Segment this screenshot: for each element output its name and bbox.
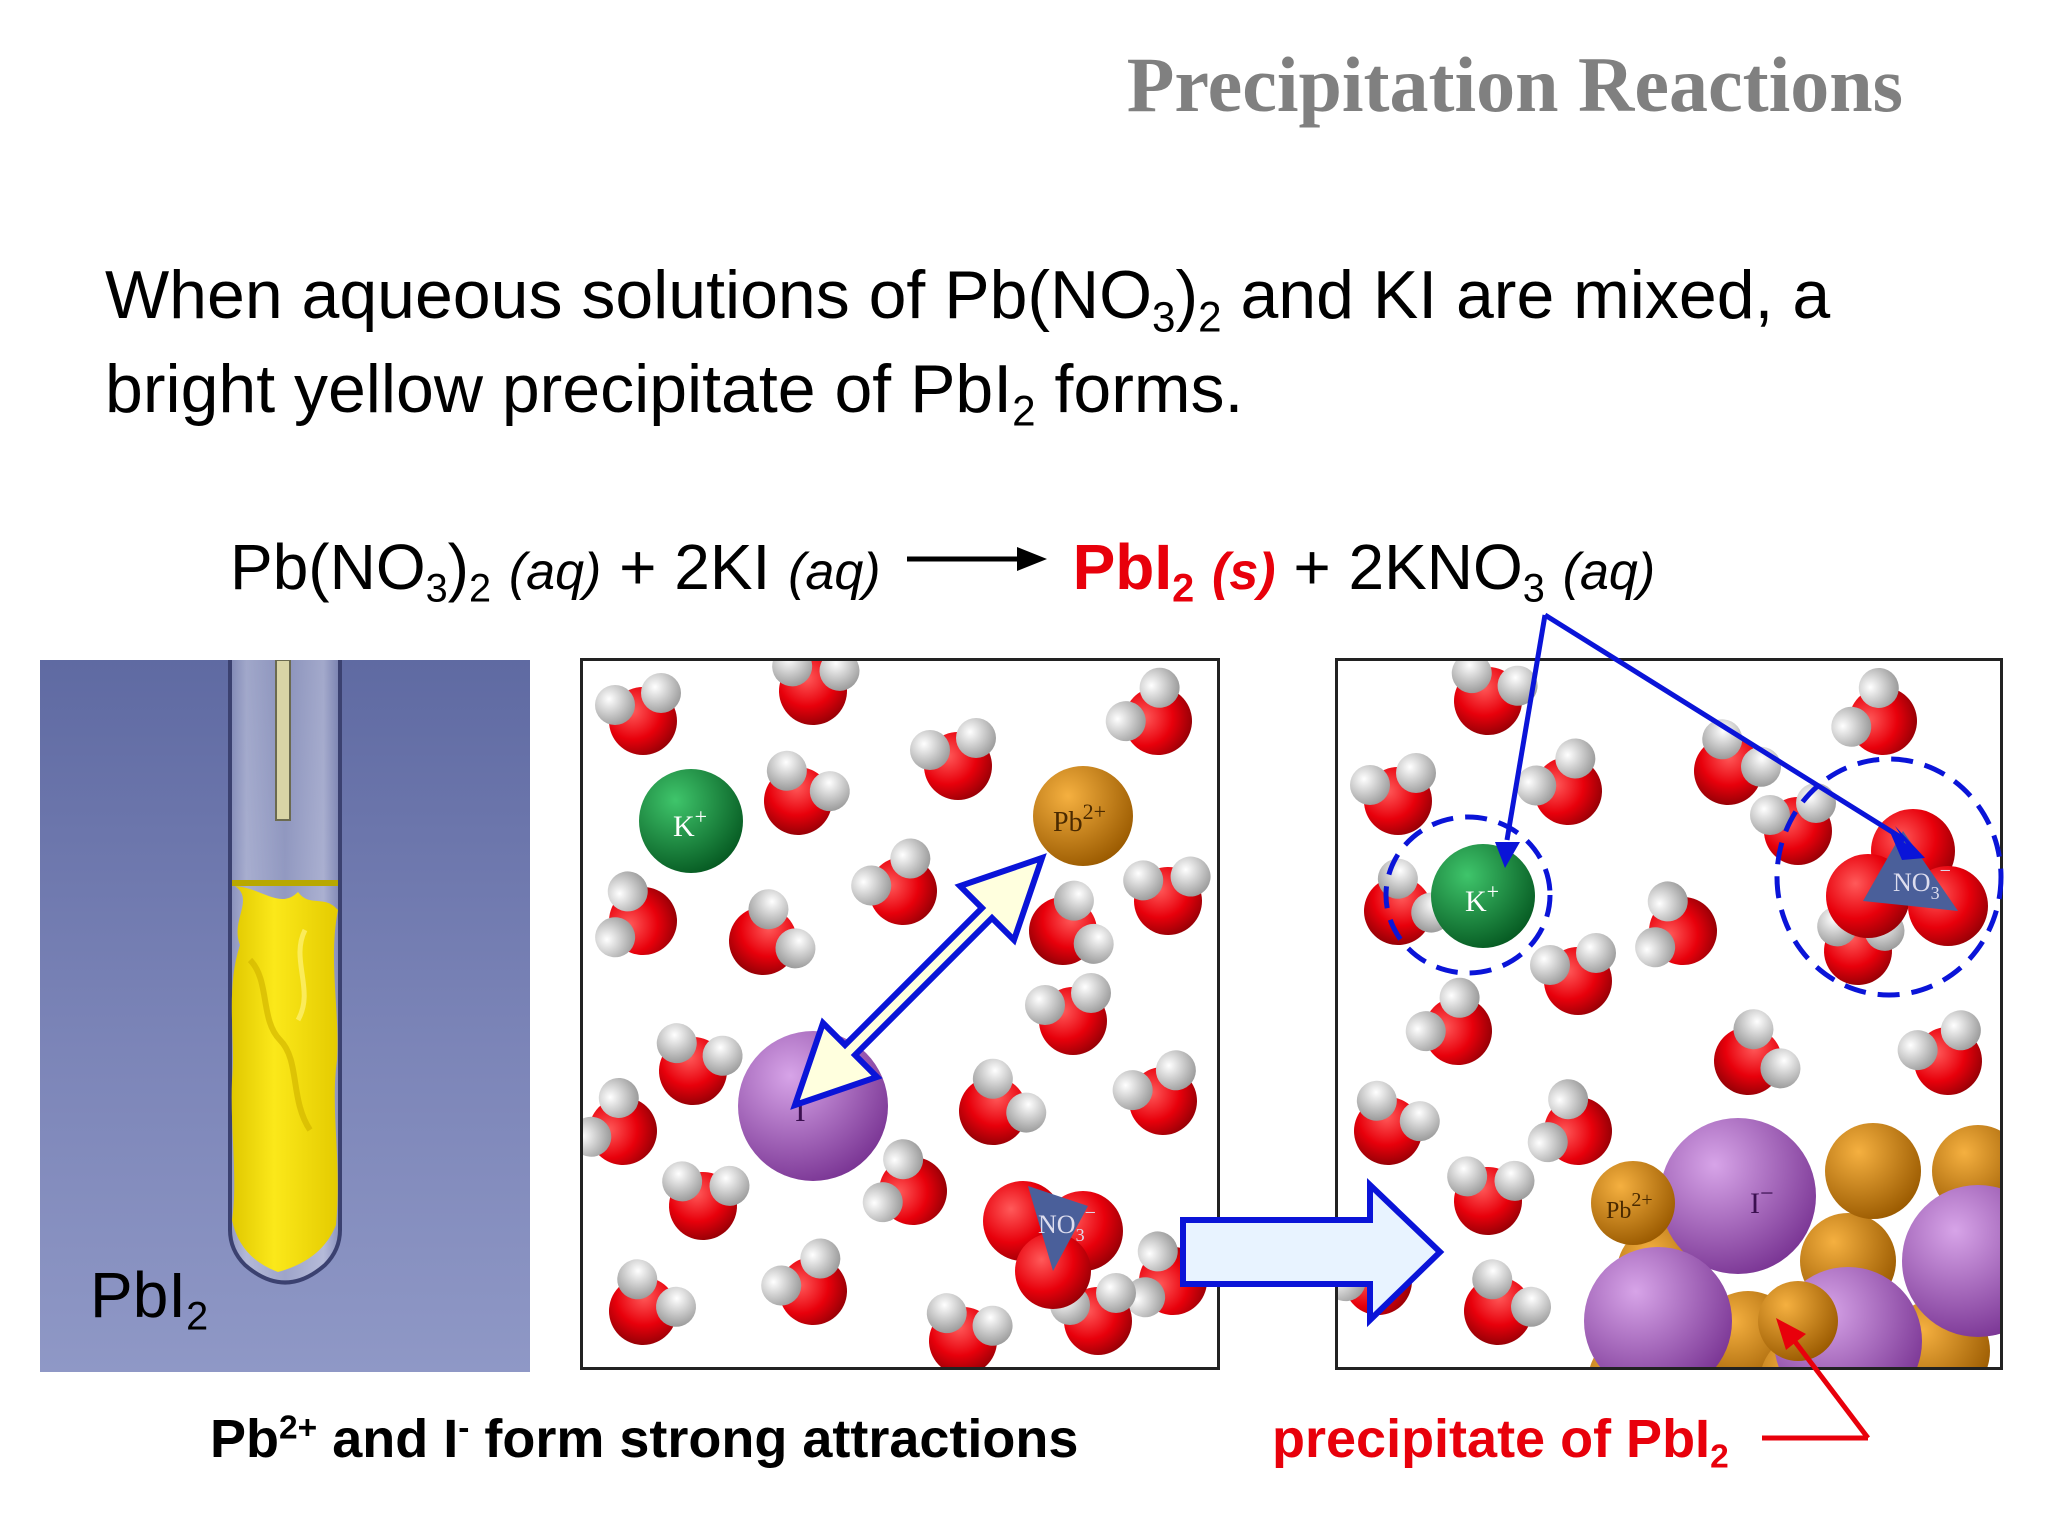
potassium-ion bbox=[639, 769, 743, 873]
ions-in-solution-diagram: K+ Pb2+ I− NO3− bbox=[583, 661, 1217, 1367]
svg-text:I−: I− bbox=[1750, 1181, 1774, 1220]
reactant-potassium-iodide: 2KI bbox=[674, 531, 771, 603]
plus-sign-2: + bbox=[1293, 531, 1331, 603]
slide-title: Precipitation Reactions bbox=[1126, 41, 1903, 128]
lead-ion bbox=[1033, 766, 1133, 866]
lead-iodide-lattice: Pb2+ I− bbox=[1584, 1118, 2000, 1367]
svg-text:K+: K+ bbox=[673, 804, 707, 843]
photo-label: PbI2 bbox=[90, 1259, 209, 1339]
state-aq-3: (aq) bbox=[1562, 543, 1656, 601]
precipitate-caption: precipitate of PbI2 bbox=[1272, 1409, 1729, 1476]
state-aq-1: (aq) bbox=[508, 543, 602, 601]
reaction-arrow-icon bbox=[906, 547, 1047, 589]
nitrate-ion: NO3− bbox=[1826, 809, 1988, 946]
svg-text:Pb2+: Pb2+ bbox=[1053, 799, 1106, 838]
attraction-caption: Pb2+ and I- form strong attractions bbox=[210, 1409, 1079, 1469]
solution-box-before: K+ Pb2+ I− NO3− bbox=[580, 658, 1220, 1370]
intro-line-1: When aqueous solutions of Pb(NO3)2 and K… bbox=[105, 257, 1831, 341]
nitrate-ion: NO3− bbox=[983, 1181, 1123, 1309]
reaction-equation: Pb(NO3)2 (aq) + 2KI (aq) PbI2 (s) + 2KNO… bbox=[230, 530, 1656, 611]
intro-text: When aqueous solutions of Pb(NO3)2 and K… bbox=[105, 248, 1985, 436]
product-lead-iodide: PbI2 (s) bbox=[1072, 531, 1276, 611]
state-aq-2: (aq) bbox=[788, 543, 881, 601]
plus-sign-1: + bbox=[619, 531, 657, 603]
solution-box-after: K+ NO3− Pb2+ I− bbox=[1335, 658, 2003, 1370]
svg-text:NO3−: NO3− bbox=[1038, 1202, 1096, 1245]
product-potassium-nitrate: 2KNO3 bbox=[1348, 531, 1545, 611]
precipitate-diagram: K+ NO3− Pb2+ I− bbox=[1338, 661, 2000, 1367]
test-tube-photo: PbI2 bbox=[40, 660, 530, 1372]
svg-text:Pb2+: Pb2+ bbox=[1606, 1189, 1653, 1224]
intro-line-2: bright yellow precipitate of PbI2 forms. bbox=[105, 351, 1244, 435]
test-tube-illustration bbox=[228, 660, 342, 1285]
reactant-lead-nitrate: Pb(NO3)2 bbox=[230, 531, 492, 611]
